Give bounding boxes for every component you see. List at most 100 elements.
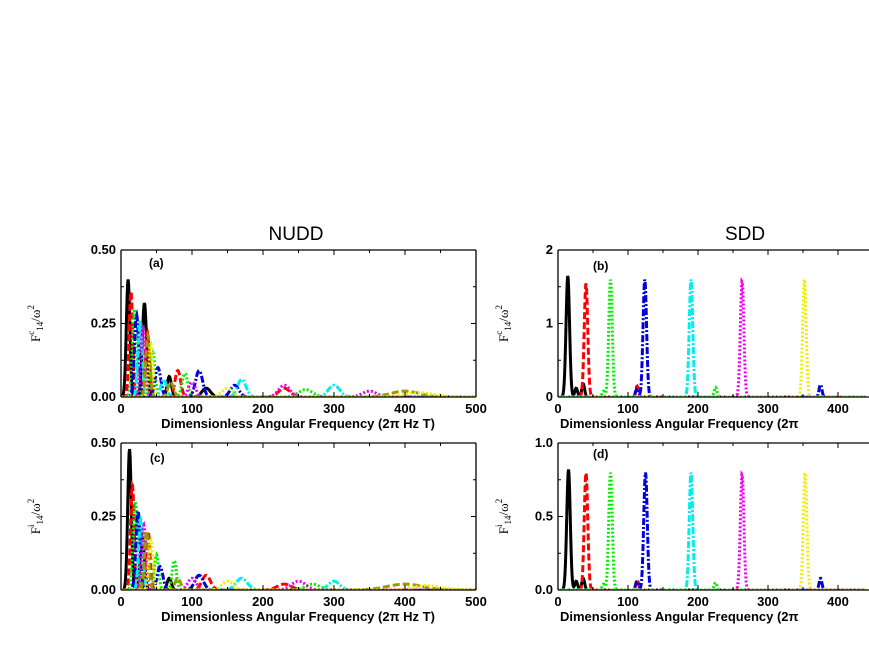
y-tick-label: 1 — [546, 316, 553, 331]
series-blue-line — [558, 279, 866, 397]
panel-label: (b) — [593, 259, 608, 273]
series-green-line — [558, 472, 866, 590]
panel-label: (a) — [149, 256, 164, 270]
x-tick-label: 500 — [465, 401, 487, 416]
y-axis-label-part: F — [496, 527, 511, 534]
series-cyan-line — [121, 514, 476, 590]
series-olive-line — [121, 330, 476, 397]
series-magenta-line — [121, 520, 476, 590]
x-tick-label: 100 — [617, 401, 639, 416]
series-blue-line — [121, 308, 476, 397]
y-axis-label-part: /ω — [496, 309, 511, 322]
y-axis-label-part: 2 — [494, 499, 504, 504]
x-tick-label: 200 — [687, 594, 709, 609]
y-tick-label: 0 — [546, 389, 553, 404]
series-yellow-line — [121, 536, 476, 590]
series-red-line — [558, 472, 866, 590]
y-tick-label: 2 — [546, 242, 553, 257]
series-red-line — [121, 479, 476, 590]
x-tick-label: 400 — [827, 594, 849, 609]
x-axis-label: Dimensionless Angular Frequency (2π — [560, 609, 799, 624]
y-axis-label-part: 2 — [494, 305, 504, 310]
x-tick-label: 300 — [757, 594, 779, 609]
y-axis-label-part: 14 — [503, 321, 513, 331]
series-green-line — [558, 279, 866, 397]
series-blue-line — [121, 507, 476, 590]
series-red-line — [121, 286, 476, 397]
series-yellow-line — [558, 279, 866, 397]
series-green-line — [121, 305, 476, 397]
panel-c: 0 100 200 300 400 500 0.00 0.25 0.50 Dimensionles… — [26, 435, 487, 624]
y-axis-label-part: /ω — [28, 503, 43, 516]
y-tick-label: 0.50 — [91, 242, 116, 257]
series-group — [558, 275, 866, 397]
x-tick-label: 0 — [554, 401, 561, 416]
y-axis-label-part: /ω — [28, 309, 43, 322]
x-tick-label: 0 — [117, 594, 124, 609]
series-cyan-line — [558, 279, 866, 397]
y-tick-label: 0.0 — [535, 582, 553, 597]
y-axis-label: Fi14/ω2 — [26, 499, 45, 534]
series-magenta-line — [558, 469, 866, 590]
series-group — [121, 448, 476, 590]
series-green-line — [121, 501, 476, 590]
x-tick-label: 100 — [617, 594, 639, 609]
y-axis-label-part: i — [26, 524, 36, 527]
y-axis-label-part: 14 — [503, 515, 513, 525]
y-tick-label: 0.25 — [91, 316, 116, 331]
y-axis-label-part: 14 — [35, 515, 45, 525]
x-tick-label: 100 — [181, 401, 203, 416]
y-axis-label-part: c — [26, 331, 36, 335]
y-axis-label-part: 2 — [26, 305, 36, 310]
y-tick-label: 0.25 — [91, 509, 116, 524]
y-tick-label: 0.5 — [535, 509, 553, 524]
y-axis-label-part: F — [28, 527, 43, 534]
x-tick-label: 100 — [181, 594, 203, 609]
panel-label: (c) — [150, 451, 165, 465]
y-axis-label: Fc14/ω2 — [494, 305, 513, 342]
x-tick-label: 200 — [687, 401, 709, 416]
y-axis-label-part: 2 — [26, 499, 36, 504]
x-axis-label: Dimensionless Angular Frequency (2π — [560, 416, 799, 431]
x-tick-label: 500 — [465, 594, 487, 609]
x-axis-label: Dimensionless Angular Frequency (2π Hz T… — [161, 609, 435, 624]
x-tick-label: 200 — [252, 594, 274, 609]
x-tick-label: 400 — [394, 594, 416, 609]
panel-label: (d) — [593, 447, 608, 461]
series-black-line — [558, 469, 866, 590]
y-axis-label-part: 14 — [35, 321, 45, 331]
y-axis-label-part: F — [496, 335, 511, 342]
y-axis-label-part: c — [494, 331, 504, 335]
y-tick-label: 0.50 — [91, 435, 116, 450]
x-tick-label: 300 — [323, 594, 345, 609]
y-tick-label: 0.00 — [91, 389, 116, 404]
y-axis-label: Fi14/ω2 — [494, 499, 513, 534]
y-axis-label: Fc14/ω2 — [26, 305, 45, 342]
x-tick-label: 0 — [554, 594, 561, 609]
series-cyan-line — [558, 472, 866, 590]
x-tick-label: 400 — [394, 401, 416, 416]
y-tick-label: 1.0 — [535, 435, 553, 450]
series-olive-line — [121, 528, 476, 590]
panel-b: 0 100 200 300 400 0 1 2 Dimensionless Angular Fr… — [494, 242, 869, 431]
x-tick-label: 0 — [117, 401, 124, 416]
series-black-line — [558, 275, 866, 397]
series-red-line — [558, 282, 866, 397]
title-sdd: SDD — [725, 224, 765, 245]
x-tick-label: 300 — [323, 401, 345, 416]
title-nudd: NUDD — [269, 224, 324, 245]
series-blue-line — [558, 472, 866, 590]
series-yellow-line — [558, 468, 866, 590]
x-tick-label: 400 — [827, 401, 849, 416]
series-black-line — [121, 448, 476, 590]
series-group — [121, 279, 476, 397]
series-group — [558, 468, 866, 590]
y-axis-label-part: /ω — [496, 503, 511, 516]
y-axis-label-part: i — [494, 524, 504, 527]
panel-a: 0 100 200 300 400 500 0.00 0.25 0.50 Dimensionles… — [26, 242, 487, 431]
y-axis-label-part: F — [28, 335, 43, 342]
panel-d: 0 100 200 300 400 0.0 0.5 1.0 Dimensionless Angu… — [494, 435, 869, 624]
series-magenta-line — [558, 276, 866, 397]
x-axis-label: Dimensionless Angular Frequency (2π Hz T… — [161, 416, 435, 431]
